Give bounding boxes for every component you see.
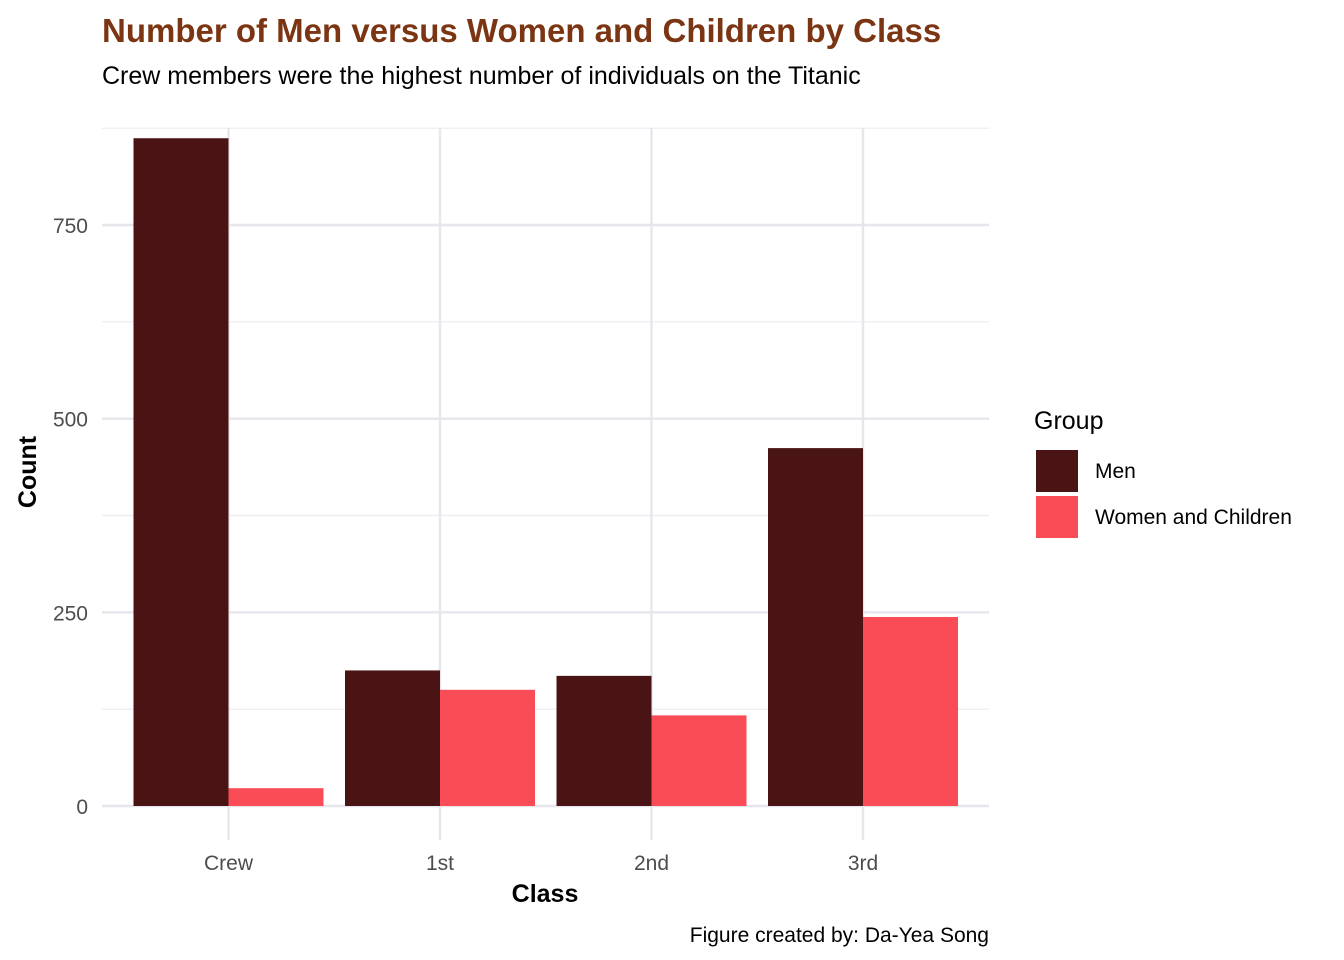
bar-men-2nd [556,675,652,806]
y-tick-label: 750 [53,215,88,238]
bar-women-and-children-3rd [863,616,958,806]
legend-key-men [1036,450,1078,492]
y-tick-label: 500 [53,409,88,432]
legend-title: Group [1034,407,1103,435]
x-axis-ticks: Crew 1st 2nd 3rd [204,852,878,875]
y-tick-label: 0 [76,796,88,819]
x-tick-label: 3rd [848,852,878,875]
legend-label: Women and Children [1095,506,1292,529]
x-axis-label: Class [512,880,579,908]
chart-subtitle: Crew members were the highest number of … [102,62,861,90]
y-axis-ticks: 0 250 500 750 [53,215,88,819]
legend-key-women-and-children [1036,496,1078,538]
chart-title: Number of Men versus Women and Children … [102,12,941,49]
bar-men-3rd [768,448,863,806]
bar-women-and-children-1st [440,689,535,806]
y-tick-label: 250 [53,602,88,625]
x-tick-label: 2nd [634,852,669,875]
legend: Group Men Women and Children [1034,407,1292,538]
bar-women-and-children-crew [228,788,324,806]
bar-women-and-children-2nd [651,715,747,806]
y-axis-label: Count [14,435,42,508]
bar-men-crew [133,138,229,807]
x-tick-label: 1st [426,852,454,875]
bar-men-1st [345,670,440,806]
x-tick-label: Crew [204,852,254,875]
chart-caption: Figure created by: Da-Yea Song [690,924,989,947]
legend-label: Men [1095,460,1136,483]
bars [133,138,958,807]
